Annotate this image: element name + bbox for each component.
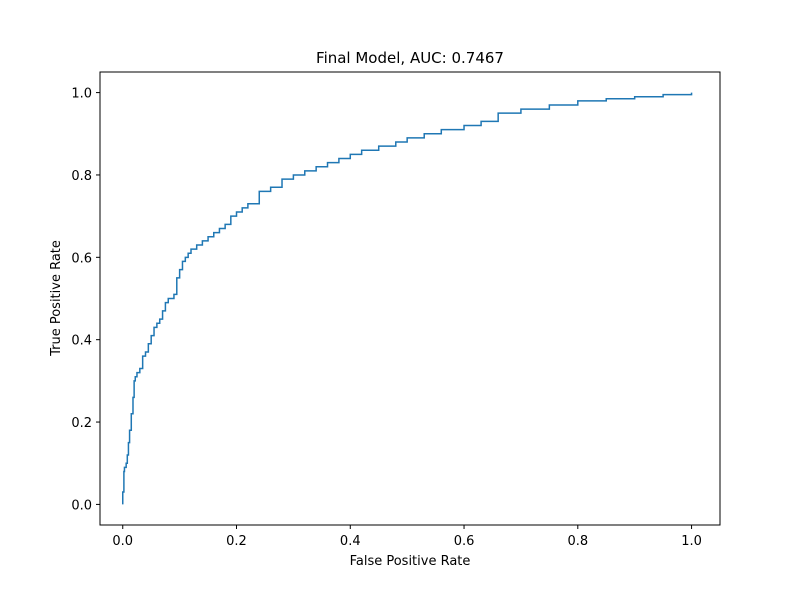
plot-area bbox=[99, 71, 721, 526]
y-tick-label: 0.4 bbox=[71, 334, 92, 349]
y-tick-label: 0.2 bbox=[71, 416, 92, 431]
x-tick-label: 0.4 bbox=[340, 534, 361, 549]
y-tick-label: 0.8 bbox=[71, 169, 92, 184]
x-tick-label: 0.2 bbox=[226, 534, 247, 549]
y-tick-label: 1.0 bbox=[71, 87, 92, 102]
chart-title: Final Model, AUC: 0.7467 bbox=[316, 49, 504, 67]
x-tick-label: 0.8 bbox=[567, 534, 588, 549]
y-tick-label: 0.6 bbox=[71, 251, 92, 266]
x-tick-label: 0.6 bbox=[454, 534, 475, 549]
x-axis-label: False Positive Rate bbox=[350, 554, 471, 569]
x-tick-label: 1.0 bbox=[681, 534, 702, 549]
y-tick-label: 0.0 bbox=[71, 498, 92, 513]
x-axis-ticks: 0.0 0.2 0.4 0.6 0.8 1.0 bbox=[112, 525, 702, 549]
x-tick-label: 0.0 bbox=[112, 534, 133, 549]
y-axis-label: True Positive Rate bbox=[49, 240, 64, 357]
roc-curve-line bbox=[122, 92, 693, 505]
axes-frame bbox=[99, 71, 721, 526]
y-axis-ticks: 0.0 0.2 0.4 0.6 0.8 1.0 bbox=[71, 87, 100, 513]
